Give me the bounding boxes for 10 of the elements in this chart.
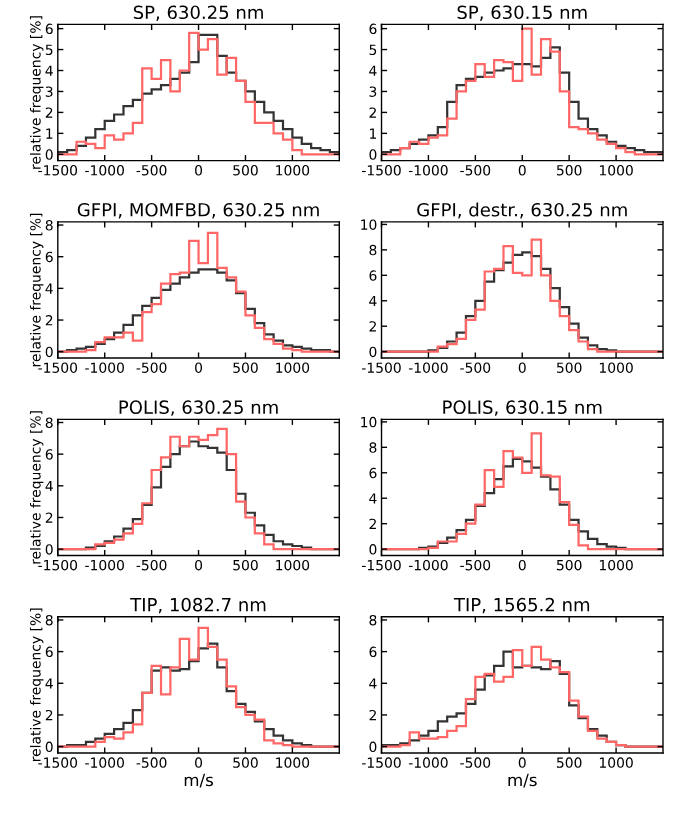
chart-title: POLIS, 630.25 nm [119,400,278,416]
chart-title: GFPI, destr., 630.25 nm [417,202,627,219]
x-axis-title: m/s [508,773,537,788]
chart-title: TIP, 1565.2 nm [453,597,590,614]
chart-title: GFPI, MOMFBD, 630.25 nm [77,202,319,219]
chart-title: TIP, 1082.7 nm [130,597,266,614]
chart-title: SP, 630.25 nm [133,5,263,21]
chart-title: SP, 630.15 nm [457,5,587,21]
chart-title: POLIS, 630.15 nm [443,400,602,416]
x-axis-title: m/s [184,773,213,788]
